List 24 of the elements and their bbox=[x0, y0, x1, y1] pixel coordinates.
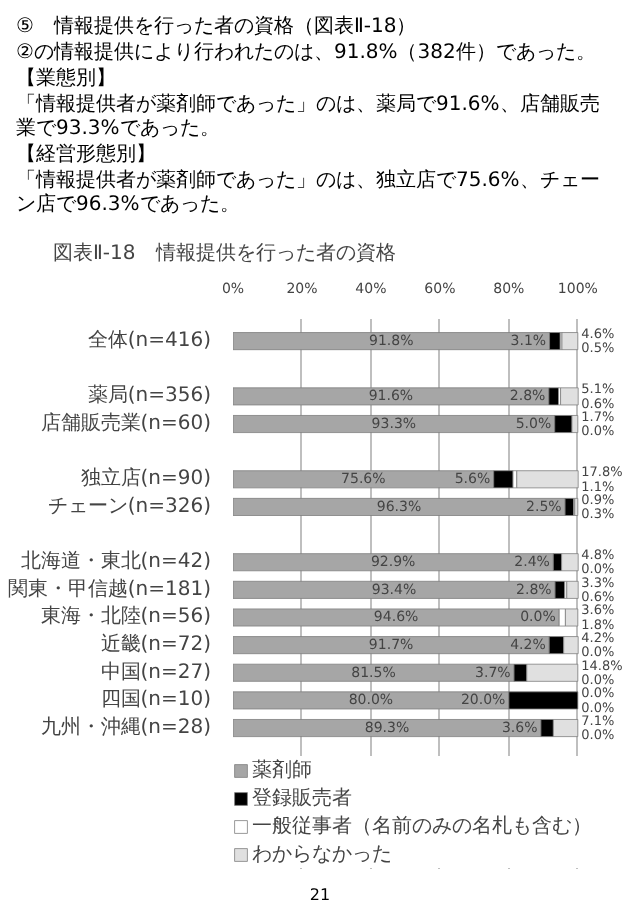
y-tick-label: 九州・沖縄(n=28) bbox=[40, 715, 212, 740]
y-tick-label: 薬局(n=356) bbox=[87, 383, 212, 408]
y-tick-label: 全体(n=416) bbox=[87, 328, 212, 353]
y-tick-label: 独立店(n=90) bbox=[80, 466, 212, 491]
legend-label: 薬剤師 bbox=[252, 757, 312, 785]
text: 21 bbox=[307, 884, 333, 906]
legend-label: 登録販売者 bbox=[252, 785, 352, 813]
y-tick-label: 近畿(n=72) bbox=[100, 632, 212, 657]
y-tick-label: 関東・甲信越(n=181) bbox=[7, 577, 212, 602]
y-tick-label: 四国(n=10) bbox=[100, 689, 212, 712]
legend-label: わからなかった bbox=[252, 842, 392, 869]
text: 【業態別】 bbox=[16, 68, 118, 92]
y-tick-label: 東海・北陸(n=56) bbox=[40, 604, 212, 629]
y-tick-label: 中国(n=27) bbox=[100, 660, 212, 685]
y-tick-label: チェーン(n=326) bbox=[47, 496, 212, 519]
text: 「情報提供者が薬剤師であった」のは、薬局で91.6%、店舗販売業で93.3%であった。 bbox=[16, 94, 602, 142]
y-tick-label: 店舗販売業(n=60) bbox=[40, 411, 212, 436]
text: ②の情報提供により行われたのは、91.8%（382件）であった。 bbox=[16, 42, 598, 66]
text: ⑤ 情報提供を行った者の資格（図表Ⅱ-18） bbox=[16, 16, 419, 40]
y-tick-label: 北海道・東北(n=42) bbox=[20, 549, 212, 574]
legend-label: 一般従事者（名前のみの名札も含む） bbox=[252, 813, 592, 841]
text: 【経営形態別】 bbox=[16, 144, 158, 168]
text: 「情報提供者が薬剤師であった」のは、独立店で75.6%、チェーン店で96.3%であった。 bbox=[16, 170, 602, 218]
chart-title: 図表Ⅱ-18 情報提供を行った者の資格 bbox=[53, 241, 396, 266]
